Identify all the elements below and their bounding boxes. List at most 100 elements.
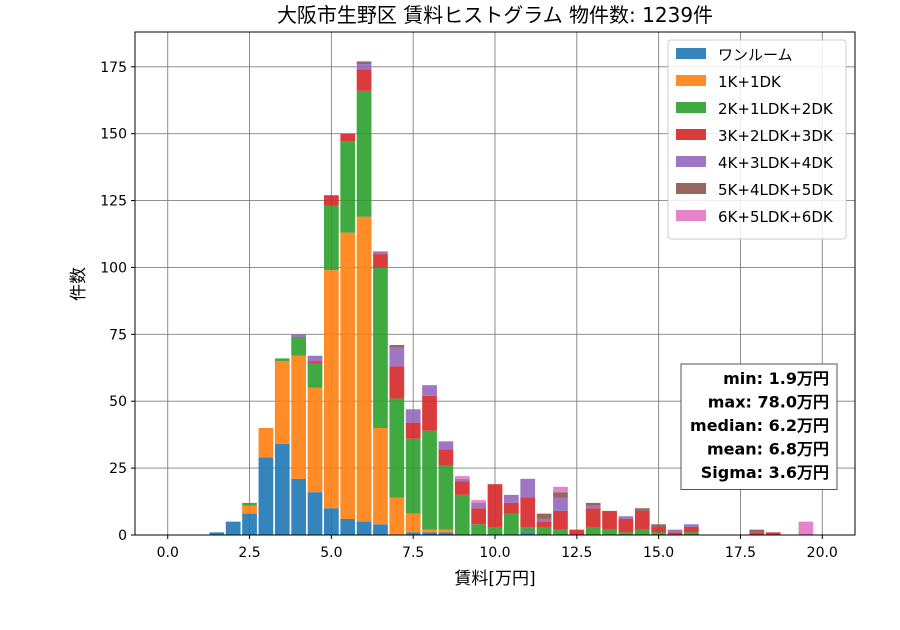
bar-segment <box>422 385 437 396</box>
bar-segment <box>651 524 666 527</box>
bar-segment <box>405 409 421 423</box>
bar-segment <box>307 387 323 493</box>
bar-segment <box>618 532 634 535</box>
bar-segment <box>798 521 814 535</box>
bar-segment <box>405 532 421 535</box>
bar-segment <box>520 532 536 535</box>
bar-segment <box>520 478 536 498</box>
bar-segment <box>258 427 274 458</box>
x-tick-label: 20.0 <box>807 545 838 561</box>
bar-segment <box>438 529 454 533</box>
bar-segment <box>422 395 437 431</box>
y-tick-label: 100 <box>100 260 127 276</box>
bars <box>209 61 814 535</box>
bar-segment <box>438 441 454 450</box>
bar-segment <box>307 363 323 388</box>
bar-segment <box>389 345 405 348</box>
bar-segment <box>504 502 519 514</box>
legend-swatch <box>676 48 706 59</box>
x-tick-label: 5.0 <box>320 545 342 561</box>
bar-segment <box>356 216 372 522</box>
x-axis-ticks: 0.0 2.5 5.0 7.5 10.0 12.5 15.0 17.5 20.0 <box>157 535 838 561</box>
y-tick-label: 50 <box>109 394 127 410</box>
y-tick-label: 125 <box>100 194 127 210</box>
bar-segment <box>454 478 470 482</box>
x-tick-label: 0.0 <box>157 545 179 561</box>
bar-segment <box>553 497 568 511</box>
bar-segment <box>438 449 454 466</box>
bar-segment <box>520 497 536 527</box>
stats-box: min: 1.9万円 max: 78.0万円 median: 6.2万円 mean: … <box>680 363 838 490</box>
legend-label: ワンルーム <box>718 46 793 64</box>
legend-label: 3K+2LDK+3DK <box>718 127 834 145</box>
legend: ワンルーム 1K+1DK 2K+1LDK+2DK 3K+2LDK+3DK 4K+3LDK… <box>667 39 847 240</box>
bar-segment <box>422 529 437 533</box>
bar-segment <box>634 508 650 511</box>
bar-segment <box>618 518 634 533</box>
bar-segment <box>307 492 323 535</box>
stat-line: Sigma: 3.6万円 <box>701 463 829 482</box>
bar-segment <box>602 510 617 530</box>
bar-segment <box>585 526 601 535</box>
bar-segment <box>225 521 241 535</box>
legend-box <box>667 39 847 240</box>
legend-swatch <box>676 156 706 167</box>
bar-segment <box>454 494 470 535</box>
x-tick-label: 15.0 <box>643 545 674 561</box>
bar-segment <box>356 521 372 535</box>
bar-segment <box>242 513 257 535</box>
bar-segment <box>373 524 388 535</box>
x-tick-label: 2.5 <box>238 545 260 561</box>
bar-segment <box>422 430 437 530</box>
bar-segment <box>340 141 356 233</box>
y-tick-label: 0 <box>118 528 127 544</box>
bar-segment <box>471 500 486 503</box>
bar-segment <box>749 529 765 533</box>
bar-segment <box>291 334 306 338</box>
bar-segment <box>749 532 765 535</box>
bar-segment <box>536 518 552 522</box>
bar-segment <box>340 518 356 535</box>
legend-label: 6K+5LDK+6DK <box>718 208 834 226</box>
bar-segment <box>765 532 781 535</box>
bar-segment <box>504 494 519 503</box>
chart-title: 大阪市生野区 賃料ヒストグラム 物件数: 1239件 <box>277 3 713 27</box>
bar-segment <box>536 521 552 527</box>
bar-segment <box>569 529 585 535</box>
bar-segment <box>405 422 421 439</box>
bar-segment <box>471 524 486 535</box>
bar-segment <box>454 476 470 479</box>
y-tick-label: 25 <box>109 461 127 477</box>
bar-segment <box>340 133 356 142</box>
bar-segment <box>585 502 601 506</box>
bar-segment <box>651 526 666 533</box>
y-tick-label: 75 <box>109 327 127 343</box>
bar-segment <box>373 254 388 268</box>
bar-segment <box>487 484 503 527</box>
bar-segment <box>438 532 454 535</box>
bar-segment <box>373 427 388 525</box>
bar-segment <box>585 508 601 527</box>
bar-segment <box>356 69 372 91</box>
bar-segment <box>209 532 225 535</box>
bar-segment <box>553 510 568 530</box>
bar-segment <box>618 516 634 519</box>
bar-segment <box>324 195 339 206</box>
bar-segment <box>438 465 454 530</box>
bar-segment <box>373 267 388 428</box>
bar-segment <box>634 529 650 535</box>
bar-segment <box>684 532 699 535</box>
bar-segment <box>389 398 405 498</box>
legend-label: 4K+3LDK+4DK <box>718 154 834 172</box>
bar-segment <box>389 497 405 535</box>
bar-segment <box>324 508 339 535</box>
bar-segment <box>356 61 372 65</box>
bar-segment <box>242 502 257 506</box>
legend-swatch <box>676 210 706 221</box>
bar-segment <box>373 251 388 255</box>
x-tick-label: 17.5 <box>725 545 756 561</box>
bar-segment <box>667 529 683 533</box>
bar-segment <box>536 513 552 519</box>
bar-segment <box>553 529 568 535</box>
stat-line: mean: 6.8万円 <box>707 440 829 459</box>
